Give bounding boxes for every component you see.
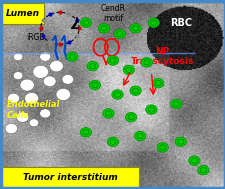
- Circle shape: [134, 131, 145, 141]
- Circle shape: [80, 128, 91, 137]
- FancyBboxPatch shape: [1, 167, 138, 188]
- Text: Endothelial
Cells: Endothelial Cells: [7, 100, 60, 120]
- Circle shape: [102, 109, 114, 118]
- Circle shape: [170, 99, 181, 109]
- Circle shape: [43, 76, 56, 87]
- Text: NP
Transcytosis: NP Transcytosis: [130, 47, 194, 66]
- Text: RBC: RBC: [169, 18, 191, 28]
- Circle shape: [66, 52, 78, 61]
- Circle shape: [7, 93, 20, 103]
- Circle shape: [80, 18, 91, 27]
- Circle shape: [50, 60, 63, 72]
- Circle shape: [13, 53, 23, 61]
- Text: CendR
motif: CendR motif: [100, 4, 125, 23]
- Circle shape: [98, 24, 109, 33]
- Circle shape: [20, 79, 34, 91]
- Circle shape: [145, 105, 156, 114]
- Circle shape: [107, 137, 118, 146]
- Circle shape: [25, 92, 38, 104]
- Circle shape: [129, 86, 141, 95]
- Circle shape: [147, 18, 159, 27]
- Circle shape: [62, 74, 73, 84]
- FancyBboxPatch shape: [1, 3, 44, 24]
- Circle shape: [29, 119, 38, 127]
- Circle shape: [16, 112, 29, 122]
- Circle shape: [114, 29, 125, 39]
- Circle shape: [33, 65, 48, 78]
- Circle shape: [197, 165, 208, 175]
- Circle shape: [174, 137, 186, 146]
- Circle shape: [141, 58, 152, 67]
- Circle shape: [123, 65, 134, 75]
- Text: Lumen: Lumen: [6, 9, 39, 18]
- Circle shape: [111, 90, 123, 99]
- Circle shape: [107, 56, 118, 65]
- Circle shape: [125, 112, 136, 122]
- Circle shape: [40, 109, 50, 118]
- Circle shape: [188, 156, 199, 165]
- Circle shape: [40, 52, 50, 61]
- Circle shape: [87, 61, 98, 71]
- Circle shape: [13, 72, 23, 80]
- Text: iRGD: iRGD: [26, 33, 46, 42]
- Circle shape: [89, 80, 100, 90]
- Circle shape: [129, 24, 141, 33]
- Circle shape: [5, 123, 17, 134]
- Circle shape: [156, 143, 168, 152]
- Circle shape: [152, 78, 163, 88]
- Circle shape: [56, 88, 70, 101]
- Text: Tumor interstitium: Tumor interstitium: [22, 173, 117, 182]
